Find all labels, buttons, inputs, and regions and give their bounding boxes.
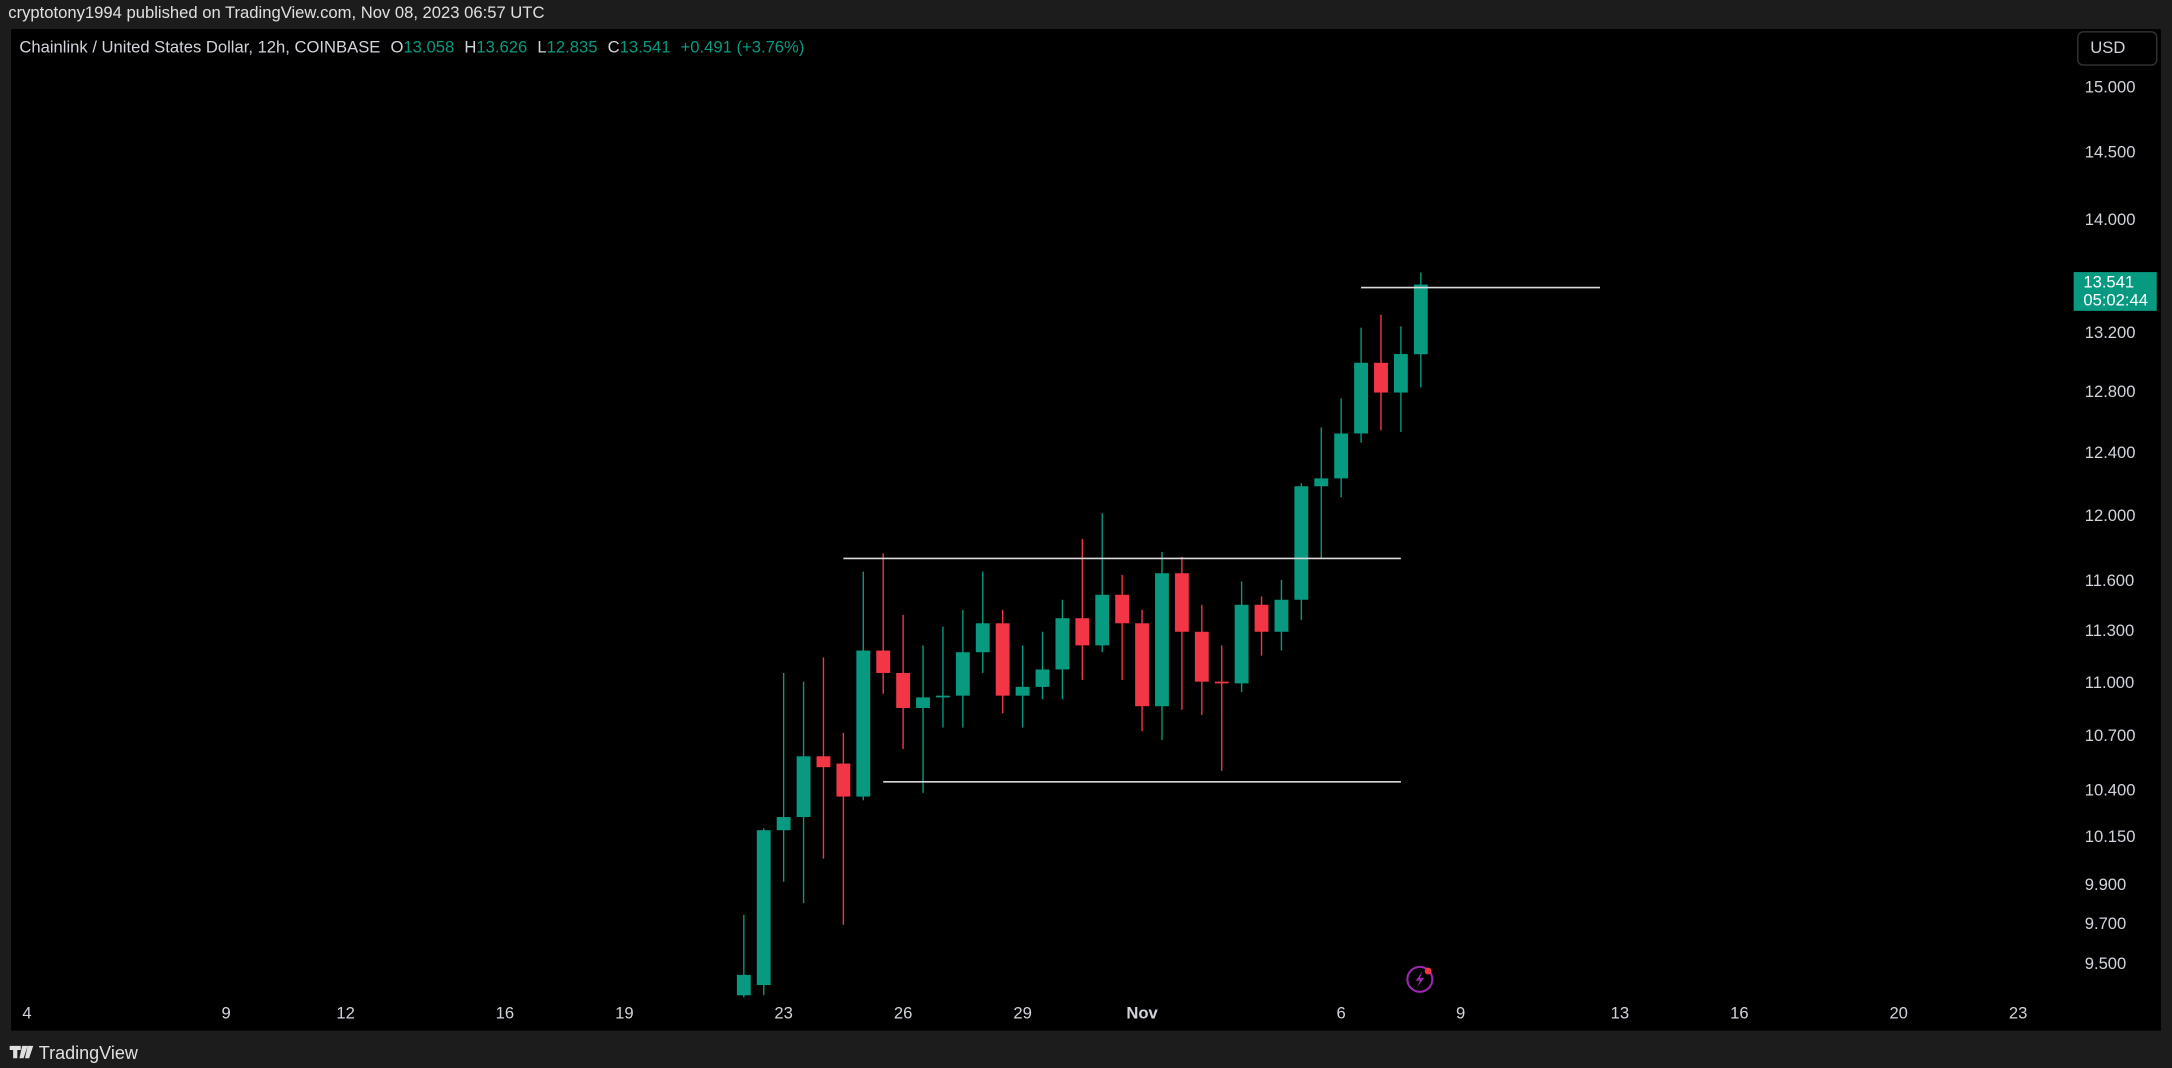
countdown: 05:02:44: [2083, 291, 2148, 310]
candle-body: [1135, 623, 1149, 707]
currency-button[interactable]: [2077, 31, 2158, 66]
candle-body: [776, 817, 791, 831]
x-tick-label: 13: [1611, 1003, 1629, 1022]
chart-title: Chainlink / United States Dollar, 12h, C…: [19, 38, 380, 57]
candle-body: [1413, 284, 1428, 355]
price-label: [2073, 272, 2157, 311]
candle-body: [1374, 362, 1388, 393]
candle-body: [756, 830, 771, 986]
low-label: L: [537, 38, 546, 57]
candle-body: [876, 650, 891, 673]
close-label: C: [608, 38, 620, 57]
candle-body: [1194, 631, 1209, 682]
candle-body: [936, 695, 950, 698]
open-label: O: [391, 38, 404, 57]
chart-header: Chainlink / United States Dollar, 12h, C…: [19, 38, 804, 57]
y-tick-label: 11.300: [2085, 621, 2135, 640]
y-tick-label: 15.000: [2085, 78, 2136, 97]
y-tick-label: 10.700: [2085, 726, 2136, 745]
y-tick-label: 10.150: [2085, 827, 2136, 846]
x-tick-label: 9: [222, 1003, 231, 1022]
x-tick-label: 20: [1889, 1003, 1907, 1022]
y-tick-label: 9.700: [2085, 914, 2127, 933]
x-tick-label: 19: [615, 1003, 633, 1022]
price-label-value: 13.541: [2083, 273, 2134, 292]
x-tick-label: 9: [1456, 1003, 1465, 1022]
candle-body: [1214, 681, 1229, 684]
candle-body: [1055, 618, 1070, 670]
chart-area: [11, 29, 2161, 1031]
x-tick-label: 6: [1337, 1003, 1346, 1022]
candle-body: [736, 974, 751, 996]
y-tick-label: 12.000: [2085, 506, 2136, 525]
y-tick-label: 14.000: [2085, 210, 2136, 229]
candle-body: [796, 756, 811, 818]
close-value: 13.541: [620, 38, 671, 57]
x-tick-label: 12: [336, 1003, 354, 1022]
x-tick-label: 23: [774, 1003, 792, 1022]
lightning-icon[interactable]: [1406, 965, 1434, 993]
change-value: +0.491 (+3.76%): [681, 38, 805, 57]
candle-body: [1274, 599, 1289, 632]
published-note: cryptotony1994 published on TradingView.…: [8, 3, 544, 22]
candle-body: [1155, 573, 1169, 707]
x-tick-label: Nov: [1126, 1003, 1158, 1022]
x-tick-label: 16: [496, 1003, 514, 1022]
footer-brand: TradingView: [39, 1043, 139, 1063]
candle-body: [1174, 573, 1189, 632]
candle-body: [1294, 486, 1309, 600]
low-value: 12.835: [547, 38, 598, 57]
footer-logo: [9, 1045, 34, 1059]
high-label: H: [464, 38, 476, 57]
y-tick-label: 9.900: [2085, 875, 2127, 894]
y-tick-label: 14.500: [2085, 143, 2136, 162]
y-tick-label: 13.200: [2085, 323, 2136, 342]
x-tick-label: 4: [22, 1003, 31, 1022]
candle-body: [1354, 362, 1369, 434]
open-value: 13.058: [403, 38, 454, 57]
candle-body: [1314, 478, 1329, 487]
x-tick-label: 29: [1013, 1003, 1031, 1022]
y-tick-label: 9.500: [2085, 954, 2127, 973]
candle-body: [995, 623, 1010, 696]
candle-body: [896, 672, 911, 708]
candle-body: [1254, 604, 1269, 632]
candle-body: [1115, 594, 1130, 624]
y-tick-label: 10.400: [2085, 780, 2136, 799]
x-tick-label: 16: [1730, 1003, 1748, 1022]
candle-body: [856, 650, 871, 797]
candle-body: [816, 756, 831, 768]
candle-body: [1075, 618, 1090, 646]
candle-body: [916, 697, 930, 708]
candle-body: [1015, 686, 1030, 696]
x-tick-label: 23: [2009, 1003, 2027, 1022]
candle-body: [1035, 669, 1050, 687]
high-value: 13.626: [476, 38, 527, 57]
x-tick-label: 26: [894, 1003, 912, 1022]
y-tick-label: 12.400: [2085, 443, 2136, 462]
candle-body: [1095, 594, 1110, 646]
currency-label[interactable]: USD: [2090, 38, 2125, 57]
candle-body: [1334, 433, 1349, 479]
y-tick-label: 11.000: [2085, 673, 2135, 692]
candle-body: [1234, 604, 1249, 684]
candle-body: [1393, 353, 1408, 393]
y-tick-label: 12.800: [2085, 382, 2136, 401]
y-tick-label: 11.600: [2085, 571, 2135, 590]
plot: [736, 272, 1601, 998]
candle-body: [836, 763, 851, 797]
candle-body: [975, 623, 990, 653]
candle-body: [955, 652, 970, 696]
axes: 15.000 14.500 14.000 13.200 12.800 12.400 12.0…: [22, 78, 2157, 1022]
